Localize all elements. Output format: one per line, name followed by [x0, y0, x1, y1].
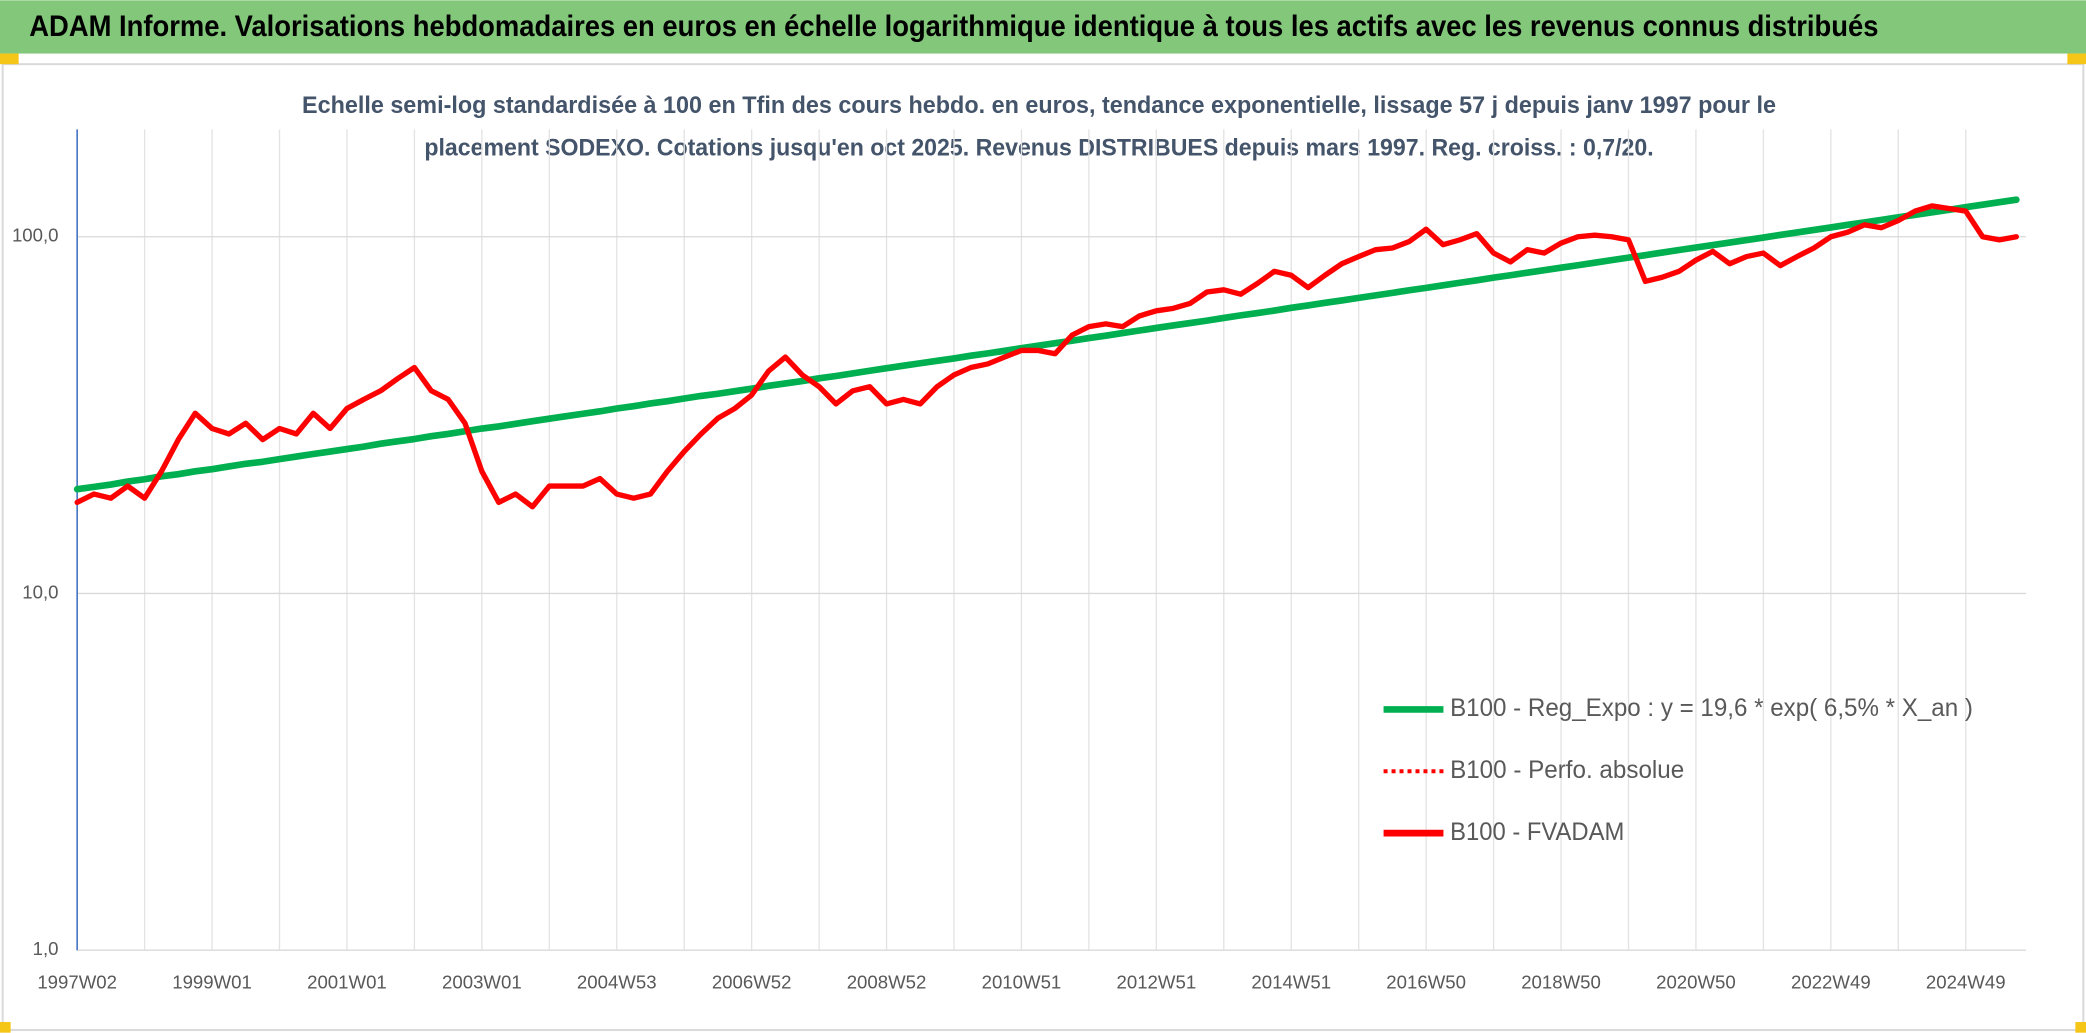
x-tick-label: 2010W51: [982, 971, 1062, 992]
legend-label: B100 - Reg_Expo : y = 19,6 * exp( 6,5% *…: [1450, 694, 1973, 722]
corner: [0, 1022, 11, 1033]
chart-title: ADAM Informe. Valorisations hebdomadaire…: [29, 11, 1878, 43]
x-tick-label: 2024W49: [1926, 971, 2006, 992]
y-tick-label: 1,0: [33, 938, 59, 959]
legend-label: B100 - FVADAM: [1450, 818, 1624, 846]
x-tick-label: 2022W49: [1791, 971, 1871, 992]
chart-frame: [1, 63, 2085, 1032]
corner: [2075, 1022, 2086, 1033]
series-line: [74, 203, 2019, 510]
x-tick-label: 2020W50: [1656, 971, 1736, 992]
y-tick-label: 100,0: [12, 225, 59, 246]
legend-label: B100 - Perfo. absolue: [1450, 756, 1684, 784]
series-line: [73, 196, 2020, 493]
x-tick-label: 1999W01: [172, 971, 252, 992]
y-tick-label: 10,0: [22, 581, 58, 602]
header-bar: [0, 0, 2086, 54]
x-tick-label: 2003W01: [442, 971, 522, 992]
x-tick-label: 2016W50: [1386, 971, 1466, 992]
x-tick-label: 2004W53: [577, 971, 657, 992]
corner: [0, 53, 19, 65]
x-tick-label: 2018W50: [1521, 971, 1601, 992]
corner: [2067, 53, 2086, 65]
x-tick-label: 2006W52: [712, 971, 792, 992]
x-tick-label: 1997W02: [37, 971, 117, 992]
chart-subtitle: placement SODEXO. Cotations jusqu'en oct…: [424, 135, 1653, 162]
x-tick-label: 2008W52: [847, 971, 927, 992]
x-tick-label: 2001W01: [307, 971, 387, 992]
x-tick-label: 2014W51: [1251, 971, 1331, 992]
x-tick-label: 2012W51: [1117, 971, 1197, 992]
chart-subtitle: Echelle semi-log standardisée à 100 en T…: [302, 92, 1776, 119]
